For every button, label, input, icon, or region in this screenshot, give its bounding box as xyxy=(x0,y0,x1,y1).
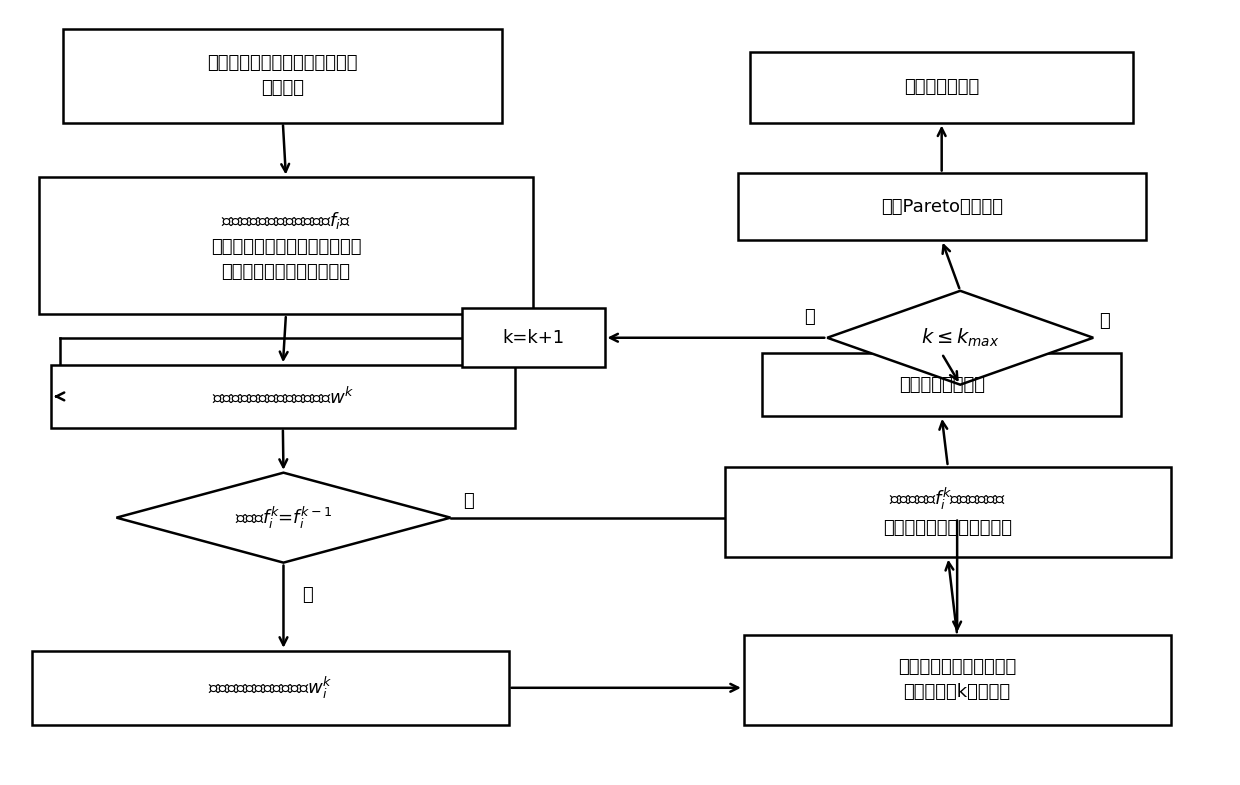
Text: 计算各个粒子种群的适应度$f_i$，
初步得到粒子的全局最优位置、
个体最优位置和非劣粒子群: 计算各个粒子种群的适应度$f_i$， 初步得到粒子的全局最优位置、 个体最优位置… xyxy=(211,210,361,281)
Text: 是: 是 xyxy=(303,586,312,604)
Text: $k\leq k_{max}$: $k\leq k_{max}$ xyxy=(921,327,999,349)
FancyBboxPatch shape xyxy=(744,635,1171,725)
Text: 筛选最优折衷解: 筛选最优折衷解 xyxy=(904,78,980,97)
Text: 否: 否 xyxy=(463,492,474,509)
FancyBboxPatch shape xyxy=(750,53,1133,122)
FancyBboxPatch shape xyxy=(763,353,1121,416)
FancyBboxPatch shape xyxy=(738,173,1146,240)
FancyBboxPatch shape xyxy=(725,467,1171,557)
Text: 更新每个粒子的位置、速
度，形成第k代粒子群: 更新每个粒子的位置、速 度，形成第k代粒子群 xyxy=(898,659,1017,702)
FancyBboxPatch shape xyxy=(63,29,502,122)
FancyBboxPatch shape xyxy=(463,309,605,367)
Text: 根据适应度$f_i^k$更新粒子的全
局最优位置和个体最优位置: 根据适应度$f_i^k$更新粒子的全 局最优位置和个体最优位置 xyxy=(883,486,1012,538)
FancyBboxPatch shape xyxy=(38,177,533,314)
Text: 是: 是 xyxy=(804,308,815,326)
Text: 输出Pareto前沿解集: 输出Pareto前沿解集 xyxy=(880,198,1003,216)
Text: 更新非劣解粒子群: 更新非劣解粒子群 xyxy=(899,376,985,394)
FancyBboxPatch shape xyxy=(32,651,508,725)
Text: 适应度$f_i^k$=$f_i^{k-1}$: 适应度$f_i^k$=$f_i^{k-1}$ xyxy=(234,505,332,531)
Text: 引入扰动项修正惯性权重$w_i^k$: 引入扰动项修正惯性权重$w_i^k$ xyxy=(208,674,332,701)
Polygon shape xyxy=(827,290,1094,385)
FancyBboxPatch shape xyxy=(51,365,515,428)
Text: 输入基本参数、原始数据，初始
化粒子群: 输入基本参数、原始数据，初始 化粒子群 xyxy=(207,54,358,97)
Text: 否: 否 xyxy=(1100,312,1110,330)
Text: k=k+1: k=k+1 xyxy=(502,329,564,347)
Polygon shape xyxy=(117,473,450,563)
Text: 按指数递减递减得到惯性权重$w^k$: 按指数递减递减得到惯性权重$w^k$ xyxy=(212,386,355,407)
